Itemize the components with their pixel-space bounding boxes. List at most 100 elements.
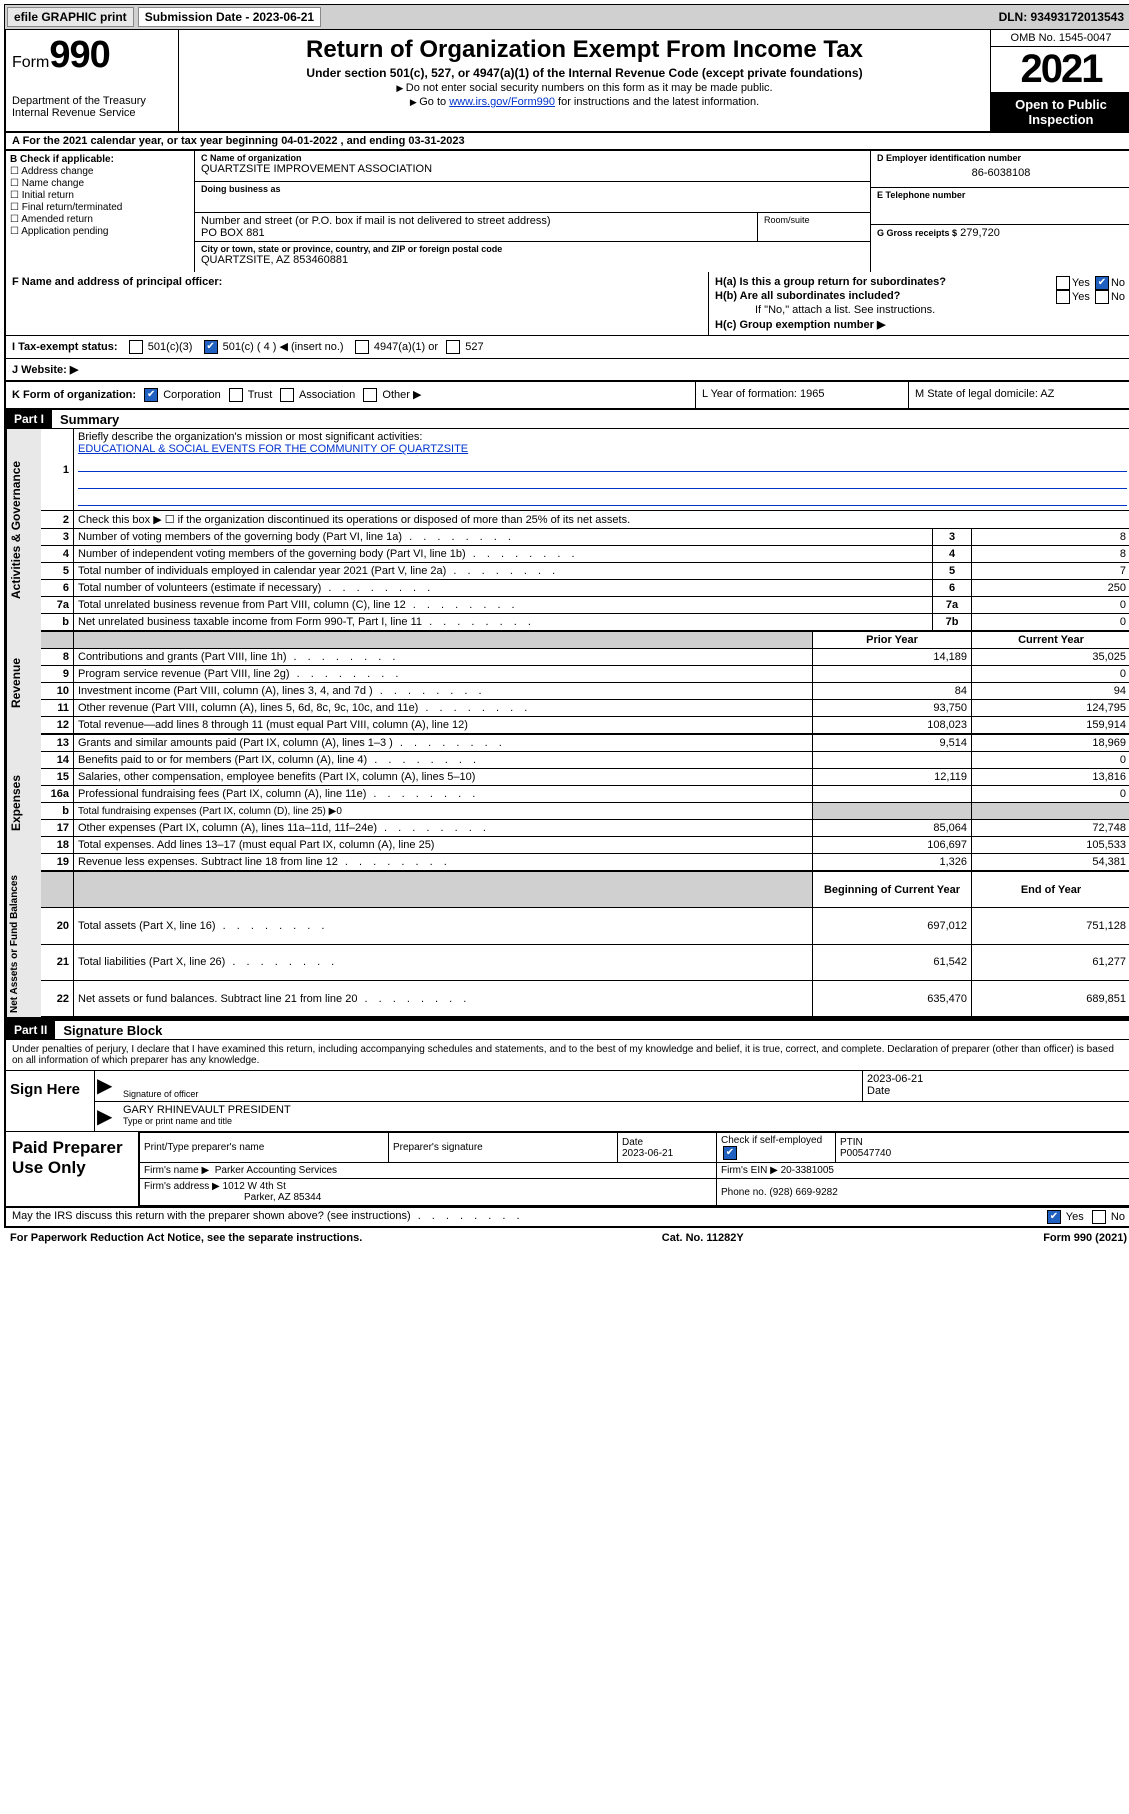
table-row: 12Total revenue—add lines 8 through 11 (… bbox=[41, 717, 1129, 734]
row-i: I Tax-exempt status: 501(c)(3) 501(c) ( … bbox=[4, 336, 1129, 359]
phone-label: E Telephone number bbox=[877, 190, 1125, 200]
table-row: 19Revenue less expenses. Subtract line 1… bbox=[41, 854, 1129, 871]
city-label: City or town, state or province, country… bbox=[201, 244, 864, 254]
chk-4947[interactable] bbox=[355, 340, 369, 354]
k-label: K Form of organization: bbox=[12, 389, 136, 401]
hb-label: H(b) Are all subordinates included? bbox=[715, 290, 900, 302]
table-row: 9Program service revenue (Part VIII, lin… bbox=[41, 666, 1129, 683]
cat-no: Cat. No. 11282Y bbox=[662, 1232, 744, 1244]
row-f-h: F Name and address of principal officer:… bbox=[4, 272, 1129, 336]
line2-desc: Check this box ▶ ☐ if the organization d… bbox=[74, 511, 1129, 529]
form-title: Return of Organization Exempt From Incom… bbox=[187, 36, 982, 64]
tax-year: 2021 bbox=[991, 47, 1129, 93]
top-bar: efile GRAPHIC print Submission Date - 20… bbox=[4, 4, 1129, 30]
chk-address-change[interactable]: Address change bbox=[10, 166, 190, 177]
dln: DLN: 93493172013543 bbox=[999, 10, 1129, 24]
table-row: 11Other revenue (Part VIII, column (A), … bbox=[41, 700, 1129, 717]
part1-bar: Part I Summary bbox=[4, 410, 1129, 429]
org-city: QUARTZSITE, AZ 853460881 bbox=[201, 254, 864, 266]
form-header: Form990 Department of the Treasury Inter… bbox=[4, 30, 1129, 133]
line1-desc: Briefly describe the organization's miss… bbox=[78, 431, 422, 443]
ha-no[interactable] bbox=[1095, 276, 1109, 290]
form-subtitle: Under section 501(c), 527, or 4947(a)(1)… bbox=[187, 66, 982, 80]
form-number: 990 bbox=[49, 34, 109, 76]
chk-corporation[interactable] bbox=[144, 388, 158, 402]
boy-header: Beginning of Current Year bbox=[813, 872, 972, 908]
hc-label: H(c) Group exemption number ▶ bbox=[715, 319, 885, 331]
table-row: 21Total liabilities (Part X, line 26)61,… bbox=[41, 944, 1129, 980]
header-center: Return of Organization Exempt From Incom… bbox=[179, 30, 990, 131]
discuss-no[interactable] bbox=[1092, 1210, 1106, 1224]
sign-here-row: Sign Here ▶ Signature of officer 2023-06… bbox=[6, 1071, 1129, 1132]
room-label: Room/suite bbox=[764, 215, 864, 225]
table-revenue: Prior Year Current Year 8Contributions a… bbox=[41, 631, 1129, 734]
gross-receipts-value: 279,720 bbox=[960, 227, 1000, 239]
chk-501c3[interactable] bbox=[129, 340, 143, 354]
hb-no[interactable] bbox=[1095, 290, 1109, 304]
chk-other[interactable] bbox=[363, 388, 377, 402]
table-row: 10Investment income (Part VIII, column (… bbox=[41, 683, 1129, 700]
chk-application-pending[interactable]: Application pending bbox=[10, 226, 190, 237]
sign-here-label: Sign Here bbox=[6, 1071, 95, 1131]
discuss-text: May the IRS discuss this return with the… bbox=[12, 1210, 524, 1224]
summary-net-assets: Net Assets or Fund Balances Beginning of… bbox=[4, 871, 1129, 1019]
table-row: 13Grants and similar amounts paid (Part … bbox=[41, 735, 1129, 752]
table-row: 16aProfessional fundraising fees (Part I… bbox=[41, 786, 1129, 803]
dba-label: Doing business as bbox=[201, 184, 864, 194]
preparer-table: Print/Type preparer's name Preparer's si… bbox=[139, 1132, 1129, 1206]
table-row: 18Total expenses. Add lines 13–17 (must … bbox=[41, 837, 1129, 854]
public-inspection: Open to Public Inspection bbox=[991, 93, 1129, 131]
col-b-checkboxes: B Check if applicable: Address change Na… bbox=[6, 151, 195, 272]
signature-block: Under penalties of perjury, I declare th… bbox=[4, 1040, 1129, 1208]
header-right: OMB No. 1545-0047 2021 Open to Public In… bbox=[990, 30, 1129, 131]
arrow-icon: ▶ bbox=[95, 1071, 119, 1101]
mission-text[interactable]: EDUCATIONAL & SOCIAL EVENTS FOR THE COMM… bbox=[78, 443, 468, 455]
side-expenses: Expenses bbox=[6, 734, 41, 871]
sig-officer-label: Signature of officer bbox=[123, 1089, 858, 1099]
col-de: D Employer identification number 86-6038… bbox=[871, 151, 1129, 272]
note-ssn: Do not enter social security numbers on … bbox=[187, 82, 982, 94]
chk-final-return[interactable]: Final return/terminated bbox=[10, 202, 190, 213]
chk-initial-return[interactable]: Initial return bbox=[10, 190, 190, 201]
b-header: B Check if applicable: bbox=[10, 154, 190, 165]
form-footer: Form 990 (2021) bbox=[1043, 1232, 1127, 1244]
j-label: J Website: ▶ bbox=[12, 364, 78, 376]
preparer-row: Paid Preparer Use Only Print/Type prepar… bbox=[6, 1132, 1129, 1206]
table-net-assets: Beginning of Current Year End of Year 20… bbox=[41, 871, 1129, 1017]
summary-expenses: Expenses 13Grants and similar amounts pa… bbox=[4, 734, 1129, 871]
chk-name-change[interactable]: Name change bbox=[10, 178, 190, 189]
ha-yes[interactable] bbox=[1056, 276, 1070, 290]
footer: For Paperwork Reduction Act Notice, see … bbox=[4, 1228, 1129, 1248]
col-c-org-info: C Name of organization QUARTZSITE IMPROV… bbox=[195, 151, 871, 272]
hb-yes[interactable] bbox=[1056, 290, 1070, 304]
side-governance: Activities & Governance bbox=[6, 429, 41, 631]
org-address: PO BOX 881 bbox=[201, 227, 751, 239]
perjury-statement: Under penalties of perjury, I declare th… bbox=[6, 1040, 1129, 1071]
arrow-icon: ▶ bbox=[95, 1102, 119, 1131]
irs-link[interactable]: www.irs.gov/Form990 bbox=[449, 96, 555, 108]
chk-501c[interactable] bbox=[204, 340, 218, 354]
ha-label: H(a) Is this a group return for subordin… bbox=[715, 276, 946, 288]
gross-receipts-label: G Gross receipts $ bbox=[877, 228, 957, 238]
efile-button[interactable]: efile GRAPHIC print bbox=[7, 7, 134, 27]
chk-association[interactable] bbox=[280, 388, 294, 402]
paid-preparer-label: Paid Preparer Use Only bbox=[6, 1132, 139, 1206]
current-year-header: Current Year bbox=[972, 632, 1129, 649]
table-row: bTotal fundraising expenses (Part IX, co… bbox=[41, 803, 1129, 820]
name-title-label: Type or print name and title bbox=[123, 1116, 1127, 1126]
ein-label: D Employer identification number bbox=[877, 153, 1125, 163]
chk-amended-return[interactable]: Amended return bbox=[10, 214, 190, 225]
row-j: J Website: ▶ bbox=[4, 359, 1129, 382]
table-row: 15Salaries, other compensation, employee… bbox=[41, 769, 1129, 786]
chk-trust[interactable] bbox=[229, 388, 243, 402]
discuss-row: May the IRS discuss this return with the… bbox=[4, 1208, 1129, 1228]
m-state-domicile: M State of legal domicile: AZ bbox=[908, 382, 1129, 408]
chk-self-employed[interactable] bbox=[723, 1146, 737, 1160]
table-row: 14Benefits paid to or for members (Part … bbox=[41, 752, 1129, 769]
c-name-label: C Name of organization bbox=[201, 153, 864, 163]
side-revenue: Revenue bbox=[6, 631, 41, 734]
table-expenses: 13Grants and similar amounts paid (Part … bbox=[41, 734, 1129, 871]
chk-527[interactable] bbox=[446, 340, 460, 354]
irs-label: Internal Revenue Service bbox=[12, 107, 172, 119]
discuss-yes[interactable] bbox=[1047, 1210, 1061, 1224]
